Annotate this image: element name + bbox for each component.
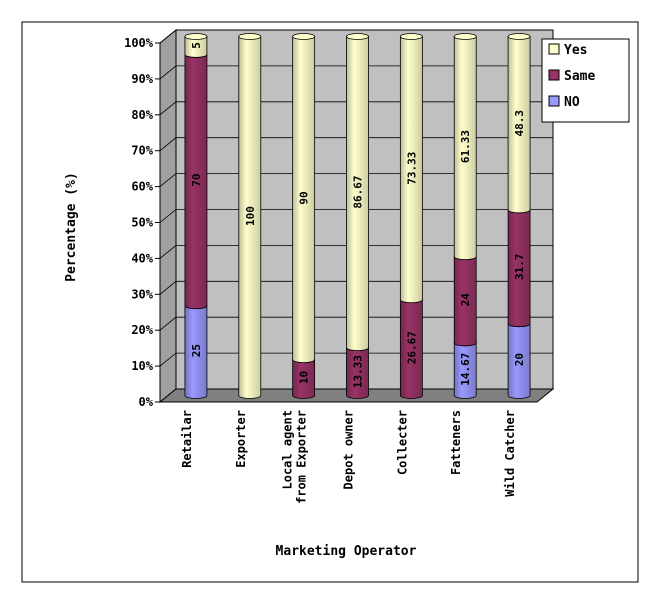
y-gridline — [159, 280, 553, 295]
y-gridline — [159, 244, 553, 259]
data-label: 90 — [298, 191, 311, 204]
bar-stack: 13.33 86.67 — [346, 33, 369, 399]
bar-segment-same — [453, 256, 477, 347]
y-tick-label: 40% — [131, 251, 153, 265]
bar-stack: 25 70 5 — [184, 33, 208, 399]
bar-segment-yes — [453, 36, 477, 261]
data-label: 31.7 — [513, 254, 526, 281]
y-tick-label: 10% — [131, 359, 153, 373]
legend-swatch — [548, 43, 560, 55]
bar-segment-cap — [184, 33, 208, 40]
bar-stack: 100 — [238, 33, 262, 399]
y-tick-label: 30% — [131, 287, 153, 301]
legend-swatch — [548, 95, 560, 107]
bar-segment-same — [399, 299, 423, 399]
x-category-label: Exporter — [234, 410, 248, 468]
data-label: 26.67 — [405, 331, 418, 364]
bar-segment-same — [184, 54, 208, 310]
bar-stack: 14.67 24 61.33 — [453, 33, 477, 399]
y-gridline — [159, 101, 553, 116]
bar-segment-yes — [184, 36, 208, 58]
data-label: 5 — [190, 42, 203, 49]
x-category-label: Depot owner — [342, 410, 356, 489]
y-tick-label: 100% — [124, 36, 154, 50]
y-tick-label: 70% — [131, 144, 153, 158]
bar-segment-cap — [292, 33, 316, 40]
legend-label: Same — [564, 69, 595, 84]
y-gridline — [159, 316, 553, 331]
x-category-label: from Exporter — [295, 410, 309, 504]
x-category-label: Retailar — [180, 410, 194, 468]
data-label: 73.33 — [405, 152, 418, 185]
bar-segment-yes — [399, 36, 423, 304]
bar-segment-cap — [507, 33, 531, 40]
bar-segment-cap — [238, 33, 262, 40]
y-gridline — [159, 173, 553, 187]
x-category-label: Collecter — [395, 410, 409, 475]
y-tick-label: 50% — [131, 216, 153, 230]
bar-segment-no — [507, 323, 531, 399]
data-label: 86.67 — [352, 176, 365, 209]
bar-segment-same — [346, 347, 369, 399]
y-gridline — [159, 352, 553, 367]
bar-stack: 26.67 73.33 — [399, 33, 423, 399]
bar-segment-same — [507, 209, 531, 328]
bar-segment-no — [453, 342, 477, 399]
y-tick-label: 20% — [131, 323, 153, 337]
legend-swatch — [548, 69, 560, 81]
bar-segment-cap — [399, 33, 423, 40]
data-label: 10 — [298, 371, 311, 384]
y-tick-label: 80% — [131, 108, 153, 122]
bar-segment-cap — [453, 33, 477, 40]
y-tick-label: 60% — [131, 180, 153, 194]
y-gridline — [159, 209, 553, 223]
data-label: 61.33 — [459, 130, 472, 163]
y-gridline — [159, 29, 553, 44]
bar-stack: 10 90 — [292, 33, 316, 399]
bar-stack: 20 31.7 48.3 — [507, 33, 531, 399]
legend-label: Yes — [564, 43, 587, 58]
data-label: 20 — [513, 353, 526, 366]
y-tick-label: 0% — [139, 395, 154, 409]
data-label: 70 — [190, 173, 203, 186]
bar-segment-same — [292, 359, 316, 399]
data-label: 100 — [244, 206, 257, 226]
y-tick-label: 90% — [131, 72, 153, 86]
bar-segment-yes — [507, 36, 531, 214]
data-label: 13.33 — [352, 355, 365, 388]
x-category-label: Local agent — [281, 410, 295, 489]
x-category-label: Wild Catcher — [503, 410, 517, 497]
x-category-label: Fatteners — [449, 410, 463, 475]
data-label: 25 — [190, 344, 203, 357]
bar-segment-cap — [346, 33, 369, 40]
data-label: 24 — [459, 293, 472, 307]
legend-label: NO — [564, 95, 580, 110]
bar-segment-yes — [292, 36, 316, 363]
x-axis-title: Marketing Operator — [276, 544, 417, 559]
bar-segment-no — [184, 305, 208, 399]
bar-segment-yes — [238, 36, 262, 399]
y-gridline — [159, 65, 553, 80]
data-label: 48.3 — [513, 110, 526, 137]
y-axis-title: Percentage (%) — [64, 172, 79, 282]
y-gridline — [159, 137, 553, 152]
bar-segment-yes — [346, 36, 369, 352]
data-label: 14.67 — [459, 353, 472, 386]
